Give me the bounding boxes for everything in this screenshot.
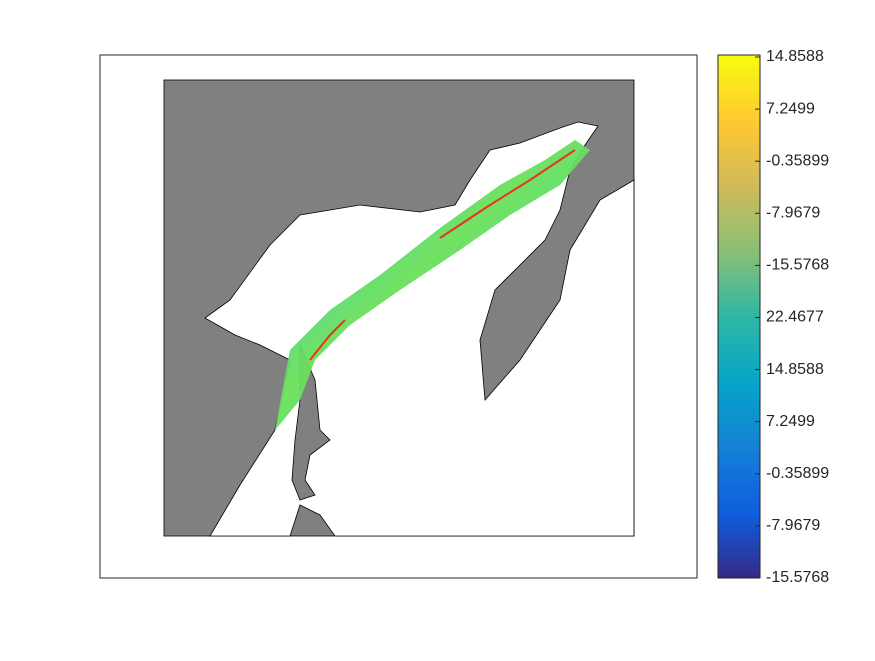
swath (275, 140, 590, 430)
colorbar-ticks: 14.8588 7.2499 -0.35899 -7.9679 -15.5768 22.4… (755, 48, 829, 586)
colorbar-tick-label: -15.5768 (766, 257, 829, 274)
colorbar-tick-label: -0.35899 (766, 152, 829, 169)
map (163, 79, 635, 537)
colorbar-tick-label: 22.4677 (766, 309, 824, 326)
colorbar-tick-label: -7.9679 (766, 205, 820, 222)
colorbar-tick-label: 7.2499 (766, 100, 815, 117)
colorbar-tick-label: -0.35899 (766, 465, 829, 482)
streak (309, 319, 346, 361)
colorbar-tick-label: 14.8588 (766, 361, 824, 378)
colorbar-tick-label: 14.8588 (766, 48, 824, 65)
colorbar (717, 54, 761, 579)
colorbar-tick-label: -15.5768 (766, 569, 829, 586)
streak (439, 149, 576, 239)
colorbar-tick-label: -7.9679 (766, 517, 820, 534)
colorbar-tick-label: 7.2499 (766, 413, 815, 430)
